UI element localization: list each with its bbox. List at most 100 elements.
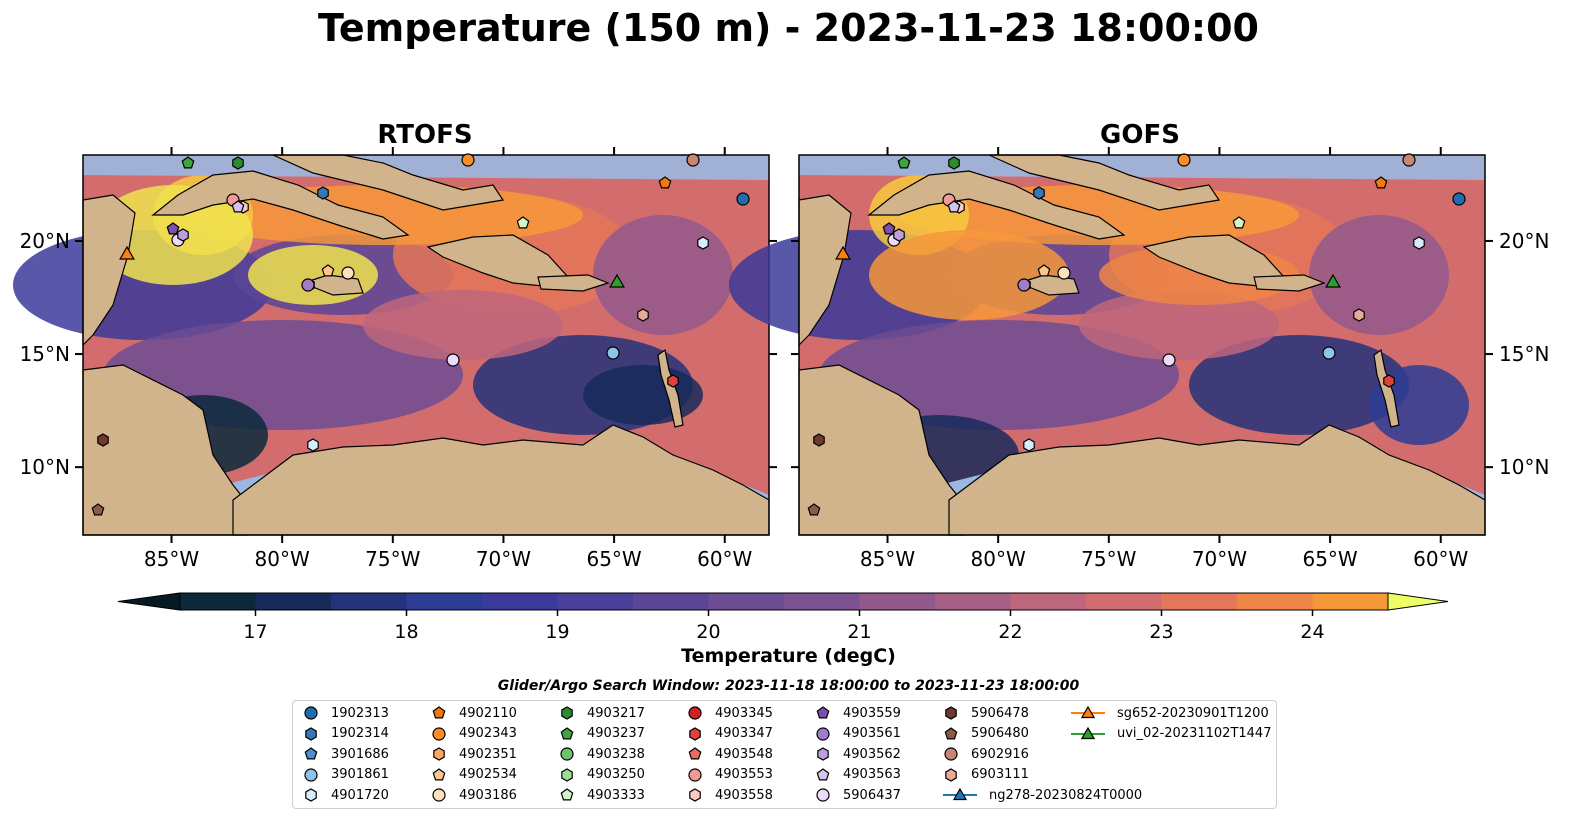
map-panels — [13, 147, 1493, 543]
argo-circle-icon — [944, 747, 958, 761]
legend-item: 4903548 — [687, 744, 773, 764]
legend-label: 4903559 — [843, 705, 901, 721]
argo-circle-icon — [816, 788, 830, 802]
argo-hexagon-icon — [305, 788, 317, 802]
float-marker-4903217 — [232, 156, 244, 170]
legend-item: 4903237 — [559, 724, 645, 744]
float-marker-5906478 — [97, 433, 109, 447]
legend-label: 4903558 — [715, 787, 773, 803]
float-marker-4902110 — [658, 176, 672, 189]
float-marker-4902534 — [1037, 264, 1051, 277]
legend-item: 4903345 — [687, 703, 773, 723]
legend-item: 5906478 — [943, 703, 1029, 723]
legend-item: 4903558 — [687, 785, 773, 805]
legend-item: 4902351 — [431, 744, 517, 764]
lon-tick-label: 75°W — [1081, 547, 1137, 571]
colorbar-tick-label: 23 — [1149, 621, 1173, 643]
legend-item: ng278-20230824T0000 — [943, 785, 1142, 805]
argo-circle-icon — [688, 767, 702, 782]
lon-tick-label: 70°W — [1191, 547, 1248, 571]
argo-hexagon-icon — [689, 788, 701, 802]
float-marker-6902916 — [1402, 153, 1416, 167]
float-marker-3901861 — [606, 346, 620, 360]
legend-label: 4903345 — [715, 705, 773, 721]
legend-item: 3901686 — [303, 744, 389, 764]
legend-item: 1902313 — [303, 703, 389, 723]
legend-label: 1902314 — [331, 726, 389, 741]
float-marker-4903217 — [948, 156, 960, 170]
float-marker-4903559 — [166, 222, 180, 235]
float-marker-5906437 — [446, 353, 460, 367]
float-marker-4903186 — [341, 266, 355, 280]
glider-triangle-line-icon — [1071, 705, 1105, 719]
lon-tick-label: 80°W — [970, 547, 1026, 571]
legend-label: 6902916 — [971, 746, 1029, 762]
argo-pentagon-icon — [432, 706, 446, 719]
argo-circle-icon — [304, 706, 318, 720]
legend-item: 4903561 — [815, 724, 901, 744]
float-glider-legend: 1902313 1902314 3901686 3901861 4901720 49021… — [292, 700, 1277, 809]
legend-item: 4902110 — [431, 703, 517, 723]
float-marker-5906480 — [807, 503, 821, 516]
panel-title-gofs: GOFS — [1100, 120, 1180, 150]
argo-hexagon-icon — [305, 726, 317, 741]
argo-pentagon-icon — [304, 747, 318, 760]
legend-label: 1902313 — [331, 705, 389, 721]
argo-hexagon-icon — [561, 767, 573, 782]
legend-item: 5906480 — [943, 724, 1029, 744]
float-marker-4903561 — [301, 278, 315, 292]
argo-hexagon-icon — [945, 706, 957, 720]
argo-circle-icon — [688, 706, 702, 720]
float-marker-4903563 — [231, 200, 245, 213]
legend-item: 4902534 — [431, 765, 517, 785]
legend-label: sg652-20230901T1200 — [1117, 705, 1269, 721]
argo-circle-icon — [816, 726, 830, 741]
glider-marker-sg652-20230901T1200 — [119, 245, 135, 260]
argo-circle-icon — [432, 726, 446, 741]
argo-circle-icon — [560, 747, 574, 761]
float-marker-4903333 — [516, 216, 530, 229]
lon-tick-label: 80°W — [254, 547, 310, 571]
legend-item: sg652-20230901T1200 — [1071, 703, 1269, 723]
legend-item: 4903553 — [687, 765, 773, 785]
legend-item: 4903333 — [559, 785, 645, 805]
colorbar-tick-label: 20 — [696, 621, 720, 643]
float-marker-4901720 — [307, 438, 319, 452]
legend-label: 4903562 — [843, 746, 901, 762]
legend-item: 4903562 — [815, 744, 901, 764]
legend-item: 3901861 — [303, 765, 389, 785]
lat-tick-label-left: 10°N — [19, 455, 70, 480]
float-marker-4902343 — [1177, 153, 1191, 167]
float-marker-4903563 — [947, 200, 961, 213]
legend-label: 4903561 — [843, 726, 901, 741]
legend-item: 4903347 — [687, 724, 773, 744]
float-marker-4903562 — [177, 228, 189, 242]
float-marker-6902916 — [686, 153, 700, 167]
argo-circle-icon — [304, 767, 318, 782]
panel-title-rtofs: RTOFS — [377, 120, 473, 150]
legend-label: 5906478 — [971, 705, 1029, 721]
legend-label: 4903553 — [715, 767, 773, 782]
legend-label: uvi_02-20231102T1447 — [1117, 726, 1272, 741]
legend-item: 4903250 — [559, 765, 645, 785]
float-marker-4903186 — [1057, 266, 1071, 280]
argo-hexagon-icon — [561, 706, 573, 720]
glider-triangle-line-icon — [1071, 726, 1105, 739]
legend-label: 4903250 — [587, 767, 645, 782]
colorbar-tick-label: 19 — [545, 621, 569, 643]
float-marker-1902313 — [1452, 192, 1466, 206]
legend-label: 3901861 — [331, 767, 389, 782]
legend-item: 6902916 — [943, 744, 1029, 764]
legend-label: 4903238 — [587, 746, 645, 762]
lat-tick-label-left: 20°N — [19, 228, 70, 253]
legend-label: 4903217 — [587, 705, 645, 721]
lat-tick-label-left: 15°N — [19, 342, 70, 367]
legend-label: ng278-20230824T0000 — [989, 787, 1143, 803]
argo-hexagon-icon — [945, 767, 957, 782]
float-marker-3901861 — [1322, 346, 1336, 360]
legend-label: 4903563 — [843, 767, 901, 782]
colorbar-tick-label: 21 — [847, 621, 871, 643]
float-marker-1902313 — [736, 192, 750, 206]
argo-pentagon-icon — [560, 726, 574, 739]
float-marker-4901720 — [697, 236, 709, 250]
